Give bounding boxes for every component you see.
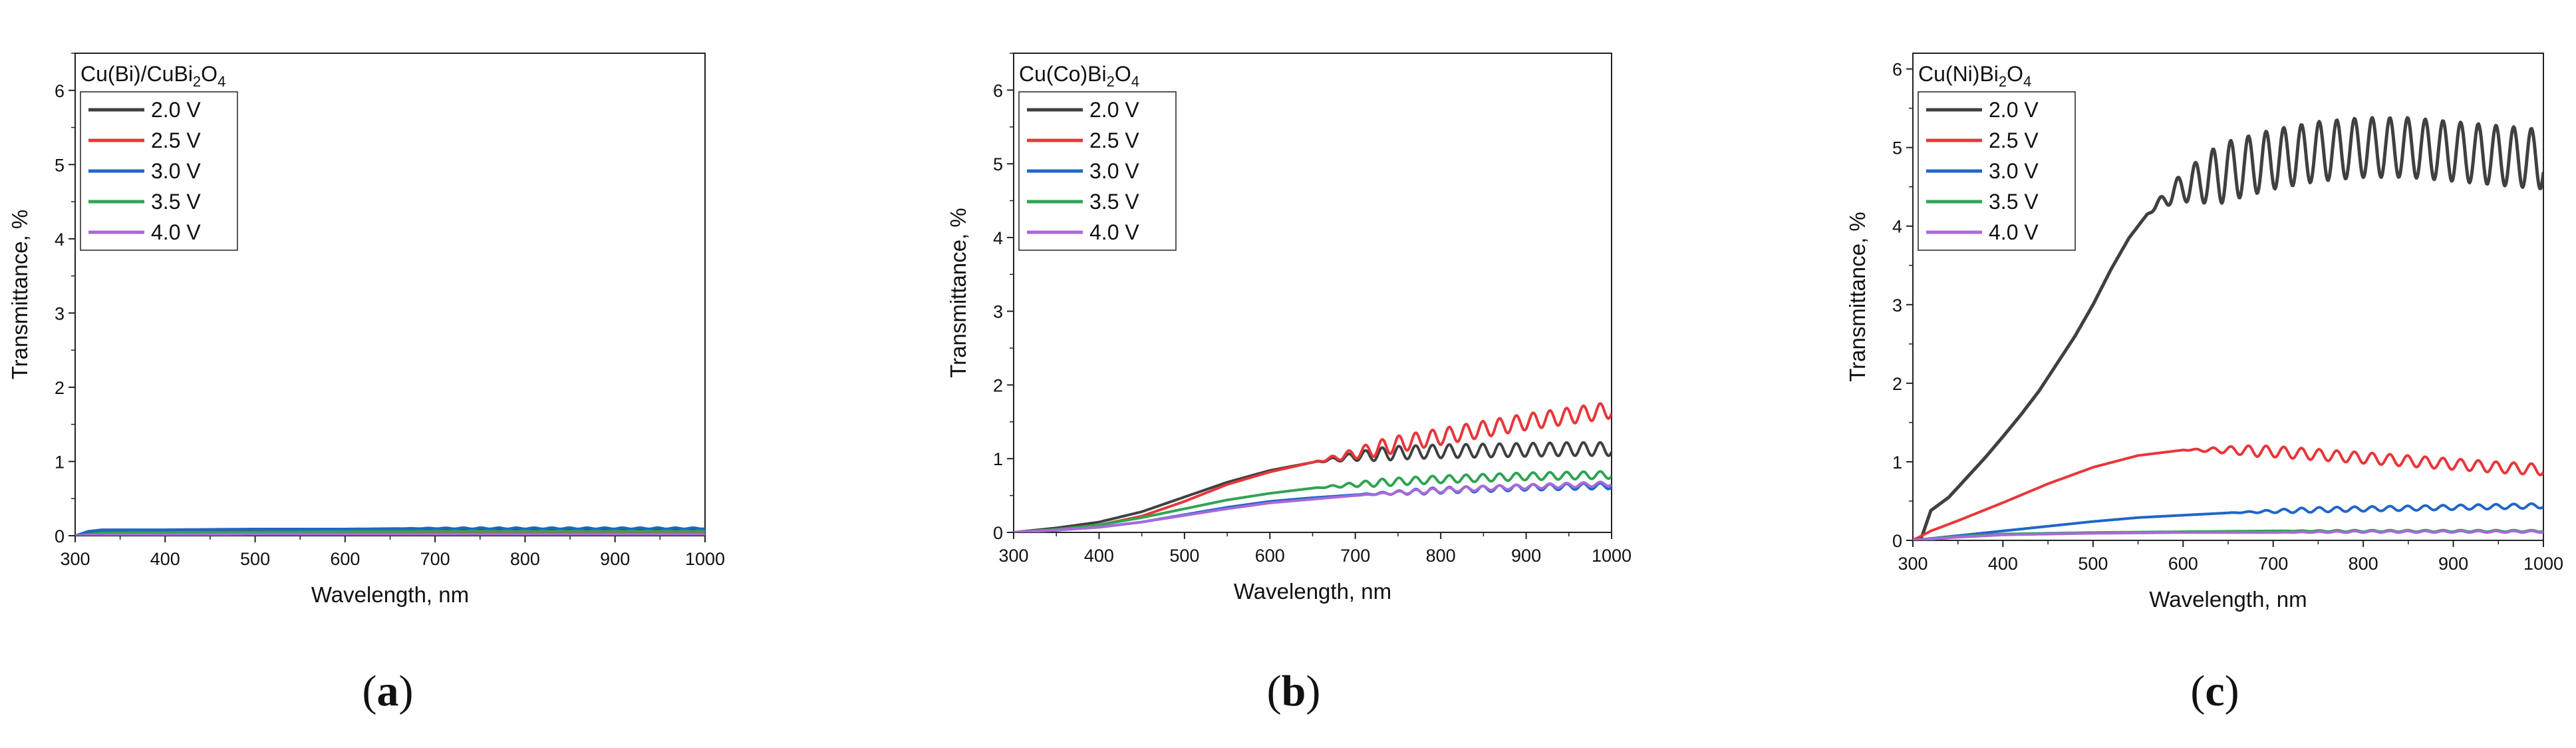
panel-b-y-tick-label: 4 <box>993 228 1003 248</box>
panel-c-y-axis-title: Transmittance, % <box>1845 212 1870 382</box>
panel-c-legend-label-2: 3.0 V <box>1989 159 2039 183</box>
panel-b-label: (b) <box>1267 667 1321 715</box>
panel-b-x-tick-label: 500 <box>1169 546 1199 566</box>
panel-b-series-line-4 <box>1014 480 1612 532</box>
panel-b-y-axis-title: Transmittance, % <box>946 208 970 378</box>
panel-a-y-tick-label: 4 <box>55 230 65 250</box>
panel-a-x-axis-title: Wavelength, nm <box>311 582 469 607</box>
panel-a-x-tick-label: 400 <box>150 549 180 569</box>
panel-c-x-tick-label: 1000 <box>2523 554 2563 574</box>
panel-c-legend-label-0: 2.0 V <box>1989 98 2039 122</box>
panel-c-x-axis-title: Wavelength, nm <box>2149 587 2307 612</box>
panel-b-legend-label-1: 2.5 V <box>1089 128 1139 152</box>
panel-b-x-tick-label: 1000 <box>1592 546 1632 566</box>
panel-a-x-tick-label: 800 <box>510 549 540 569</box>
panel-b-x-tick-label: 600 <box>1255 546 1285 566</box>
panel-a-x-tick-label: 500 <box>240 549 270 569</box>
panel-b-y-tick-label: 6 <box>993 81 1003 100</box>
panel-b-y-tick-label: 3 <box>993 302 1003 322</box>
panel-b-x-tick-label: 300 <box>998 546 1028 566</box>
panel-b-legend-label-2: 3.0 V <box>1089 159 1139 183</box>
panel-a-legend-label-1: 2.5 V <box>151 128 201 152</box>
panel-c-series-line-0 <box>1913 116 2543 540</box>
panel-b-y-tick-label: 1 <box>993 449 1003 469</box>
panel-a-series-line-3 <box>75 530 705 536</box>
panel-c-series-line-4 <box>1913 529 2543 540</box>
panel-a-y-tick-label: 0 <box>55 526 65 546</box>
panel-c-y-tick-label: 4 <box>1892 217 1902 237</box>
panel-c-chart: 300 400 500 600 700 800 900 1000 0 1 2 3 4 5 6 Waveleng… <box>1845 53 2563 715</box>
panel-b-x-tick-label: 800 <box>1426 546 1456 566</box>
panel-a-x-tick-label: 700 <box>420 549 450 569</box>
panel-a-legend-label-0: 2.0 V <box>151 98 201 122</box>
panel-a-legend-label-3: 3.5 V <box>151 190 201 214</box>
panel-c-x-tick-label: 400 <box>1988 554 2018 574</box>
panel-a-x-tick-label: 300 <box>60 549 90 569</box>
panel-a-series-line-2 <box>75 526 705 536</box>
panel-b-series-line-3 <box>1014 470 1612 532</box>
panel-a-chart: 300 400 500 600 700 800 900 1000 0 1 2 3 4 5 6 Waveleng… <box>7 53 725 715</box>
panel-a-y-tick-label: 6 <box>55 81 65 101</box>
panel-c-chart-title: Cu(Ni)Bi2O4 <box>1918 62 2031 90</box>
panel-b-chart-title: Cu(Co)Bi2O4 <box>1019 62 1139 90</box>
panel-c-y-tick-label: 1 <box>1892 453 1902 472</box>
panel-c-y-tick-label: 3 <box>1892 295 1902 315</box>
panel-a-x-tick-label: 900 <box>600 549 630 569</box>
panel-b-y-tick-label: 0 <box>993 523 1003 543</box>
panel-b-legend-label-4: 4.0 V <box>1089 220 1139 244</box>
panel-a-legend-label-2: 3.0 V <box>151 159 201 183</box>
panel-a-label: (a) <box>362 667 414 715</box>
panel-a-legend-label-4: 4.0 V <box>151 220 201 244</box>
panel-c-legend-label-4: 4.0 V <box>1989 220 2039 244</box>
panel-b-x-tick-label: 700 <box>1340 546 1370 566</box>
panel-c-x-tick-label: 500 <box>2078 554 2108 574</box>
panel-c-x-tick-label: 600 <box>2168 554 2198 574</box>
panel-c-legend-label-1: 2.5 V <box>1989 128 2039 152</box>
panel-a-series-line-4 <box>75 532 705 536</box>
panel-a-y-tick-label: 5 <box>55 155 65 175</box>
panel-c-y-tick-label: 2 <box>1892 374 1902 394</box>
panel-b-y-tick-label: 2 <box>993 375 1003 395</box>
panel-b-x-tick-label: 900 <box>1511 546 1541 566</box>
panel-a-chart-title: Cu(Bi)/CuBi2O4 <box>80 62 225 90</box>
panel-a-y-tick-label: 2 <box>55 378 65 398</box>
panel-b-x-tick-label: 400 <box>1084 546 1114 566</box>
panel-c-legend-label-3: 3.5 V <box>1989 190 2039 214</box>
panel-c-x-tick-label: 800 <box>2349 554 2378 574</box>
panel-b-legend-label-3: 3.5 V <box>1089 190 1139 214</box>
panel-c-series-line-2 <box>1913 502 2543 540</box>
panel-a-y-axis-title: Transmittance, % <box>7 210 32 380</box>
panel-a-x-tick-label: 600 <box>330 549 360 569</box>
panel-a-y-tick-label: 1 <box>55 452 65 472</box>
panel-c-x-tick-label: 300 <box>1898 554 1928 574</box>
panel-a-x-tick-label: 1000 <box>685 549 725 569</box>
panel-c-series-line-1 <box>1913 444 2543 540</box>
panel-c-y-tick-label: 5 <box>1892 138 1902 158</box>
panel-b-chart: 300 400 500 600 700 800 900 1000 0 1 2 3 4 5 6 Waveleng… <box>946 53 1632 715</box>
panel-b-x-axis-title: Wavelength, nm <box>1234 579 1391 604</box>
panel-a-y-tick-label: 3 <box>55 303 65 323</box>
panel-c-x-tick-label: 900 <box>2438 554 2468 574</box>
panel-b-legend-label-0: 2.0 V <box>1089 98 1139 122</box>
panel-c-x-tick-label: 700 <box>2258 554 2288 574</box>
panel-c-y-tick-label: 6 <box>1892 60 1902 80</box>
panel-c-y-tick-label: 0 <box>1892 531 1902 551</box>
panel-b-y-tick-label: 5 <box>993 154 1003 174</box>
panel-c-label: (c) <box>2190 667 2239 715</box>
